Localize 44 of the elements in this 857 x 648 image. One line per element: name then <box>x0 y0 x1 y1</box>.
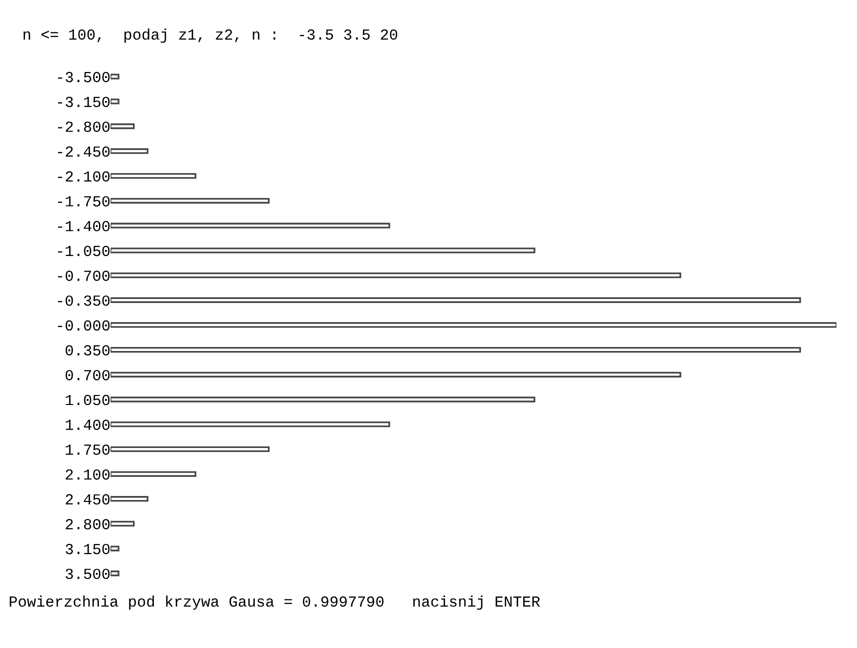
y-tick-label: 2.450 <box>66 494 110 505</box>
y-tick-label: 3.150 <box>66 544 110 554</box>
y-tick-label: 1.400 <box>66 420 110 430</box>
y-tick-label: -2.450 <box>58 146 110 157</box>
bar <box>110 98 120 104</box>
bar <box>110 297 801 303</box>
y-tick-label: 0.700 <box>66 370 110 380</box>
bar <box>110 248 536 254</box>
y-tick-label: -1.050 <box>58 246 110 256</box>
bar <box>110 446 270 452</box>
text: Powierzchnia pod krzywa Gausa = 0.9997790 nacisnij ENTER <box>10 596 540 610</box>
bar <box>110 396 536 402</box>
y-tick-label: -0.700 <box>58 270 110 281</box>
bar <box>110 222 390 228</box>
bar <box>110 148 148 154</box>
bar <box>110 496 148 502</box>
y-tick-label: -0.350 <box>58 295 110 306</box>
bar <box>110 272 682 278</box>
bar <box>110 346 801 353</box>
bar <box>110 123 135 130</box>
bar <box>110 422 390 428</box>
y-tick-label: 2.800 <box>66 519 110 530</box>
bar <box>110 520 135 527</box>
bar <box>110 198 270 204</box>
y-tick-label: -0.000 <box>58 320 110 331</box>
y-tick-label: -2.100 <box>58 171 110 182</box>
bar <box>110 372 682 378</box>
y-tick-label: -1.400 <box>58 220 110 232</box>
y-tick-label: 0.350 <box>66 345 110 356</box>
y-tick-label: -2.800 <box>58 122 110 132</box>
y-tick-label: -3.500 <box>58 72 110 82</box>
bar <box>110 74 120 80</box>
chart-title: n <= 100, podaj z1, z2, n : -3.5 3.5 20 <box>24 28 398 43</box>
bar <box>110 322 836 328</box>
y-tick-label: -3.150 <box>58 96 110 108</box>
bar <box>110 471 196 477</box>
bar <box>110 570 120 576</box>
y-tick-label: 1.050 <box>66 394 110 406</box>
bar <box>110 173 196 179</box>
y-tick-label: 2.100 <box>66 469 110 480</box>
y-tick-label: 1.750 <box>66 444 110 455</box>
y-tick-label: 3.500 <box>66 568 110 580</box>
y-tick-label: -1.750 <box>58 196 110 206</box>
bar <box>110 546 120 552</box>
